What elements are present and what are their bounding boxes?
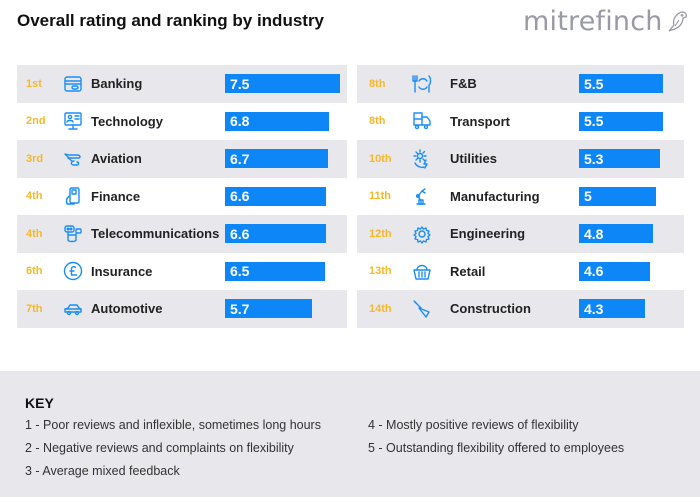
credit-card-icon	[62, 73, 84, 95]
rating-bar: 6.7	[225, 149, 328, 169]
ranking-row: 11th Manufacturing 5	[357, 178, 684, 216]
ranking-panel-right: 8th F&B 5.5 8th Transport 5.5 10th Utilities 5.3…	[357, 65, 684, 328]
rating-bar: 5.5	[579, 111, 663, 131]
rank-label: 6th	[26, 265, 43, 278]
bar-value-label: 5	[584, 188, 592, 205]
rank-label: 10th	[369, 152, 392, 165]
ranking-row: 7th Automotive 5.7	[17, 290, 347, 328]
cutlery-icon	[411, 73, 433, 95]
rank-label: 12th	[369, 227, 392, 240]
ranking-panel-left: 1st Banking 7.5 2nd Technology 6.8 3rd Aviation…	[17, 65, 347, 328]
bar-value-label: 4.8	[584, 225, 604, 242]
mobile-payment-icon	[62, 185, 84, 207]
rank-label: 11th	[369, 190, 392, 203]
ranking-row: 6th Insurance 6.5	[17, 253, 347, 291]
rating-bar: 4.8	[579, 224, 653, 244]
industry-name: Transport	[450, 113, 510, 129]
rating-bar: 6.6	[225, 186, 326, 206]
ranking-row: 14th Construction 4.3	[357, 290, 684, 328]
rating-bar: 7.5	[225, 74, 340, 94]
rating-bar: 4.6	[579, 261, 650, 281]
ranking-row: 12th Engineering 4.8	[357, 215, 684, 253]
key-legend: KEY 1 - Poor reviews and inflexible, som…	[0, 371, 700, 497]
gear-icon	[411, 223, 433, 245]
bar-value-label: 5.5	[584, 75, 604, 92]
bar-value-label: 6.8	[230, 113, 250, 130]
robot-arm-icon	[411, 185, 433, 207]
ranking-row: 13th Retail 4.6	[357, 253, 684, 291]
rating-bar: 5.3	[579, 149, 660, 169]
sun-bolt-icon	[411, 148, 433, 170]
bar-value-label: 5.3	[584, 150, 604, 167]
bar-value-label: 5.5	[584, 113, 604, 130]
key-item: 2 - Negative reviews and complaints on f…	[25, 441, 294, 455]
key-title: KEY	[25, 395, 54, 411]
industry-name: Construction	[450, 301, 531, 317]
key-item: 4 - Mostly positive reviews of flexibili…	[368, 418, 579, 432]
bar-value-label: 6.6	[230, 225, 250, 242]
industry-name: Insurance	[91, 263, 153, 279]
logo-text: mitrefinch	[523, 6, 663, 37]
industry-name: Utilities	[450, 151, 497, 167]
car-icon	[62, 298, 84, 320]
bar-value-label: 6.7	[230, 150, 250, 167]
rating-bar: 5	[579, 186, 656, 206]
rank-label: 1st	[26, 77, 42, 90]
industry-name: Finance	[91, 188, 141, 204]
rank-label: 8th	[369, 115, 386, 128]
key-item: 5 - Outstanding flexibility offered to e…	[368, 441, 625, 455]
industry-name: Automotive	[91, 301, 163, 317]
rating-bar: 6.6	[225, 224, 326, 244]
truck-icon	[411, 110, 433, 132]
rank-label: 2nd	[26, 115, 46, 128]
rank-label: 4th	[26, 190, 43, 203]
ranking-row: 10th Utilities 5.3	[357, 140, 684, 178]
rank-label: 14th	[369, 302, 392, 315]
chat-phone-icon	[62, 223, 84, 245]
industry-name: Telecommunications	[91, 226, 220, 242]
rating-bar: 5.7	[225, 299, 312, 319]
bar-value-label: 6.5	[230, 263, 250, 280]
industry-name: F&B	[450, 76, 477, 92]
ranking-row: 3rd Aviation 6.7	[17, 140, 347, 178]
pound-coin-icon	[62, 260, 84, 282]
rank-label: 13th	[369, 265, 392, 278]
rating-bar: 5.5	[579, 74, 663, 94]
industry-name: Technology	[91, 113, 163, 129]
computer-users-icon	[62, 110, 84, 132]
bar-value-label: 4.6	[584, 263, 604, 280]
industry-name: Manufacturing	[450, 188, 540, 204]
brand-logo: mitrefinch	[523, 6, 689, 37]
ranking-row: 4th Telecommunications 6.6	[17, 215, 347, 253]
bar-value-label: 4.3	[584, 300, 604, 317]
rating-bar: 4.3	[579, 299, 645, 319]
chart-title: Overall rating and ranking by industry	[17, 11, 325, 30]
key-item: 3 - Average mixed feedback	[25, 464, 180, 478]
ranking-row: 8th F&B 5.5	[357, 65, 684, 103]
bar-value-label: 6.6	[230, 188, 250, 205]
finch-bird-icon	[668, 10, 687, 32]
basket-icon	[411, 260, 433, 282]
ranking-row: 8th Transport 5.5	[357, 103, 684, 141]
rank-label: 4th	[26, 227, 43, 240]
industry-name: Retail	[450, 263, 486, 279]
rank-label: 8th	[369, 77, 386, 90]
rank-label: 7th	[26, 302, 43, 315]
industry-name: Engineering	[450, 226, 526, 242]
airplane-icon	[62, 148, 84, 170]
rating-bar: 6.5	[225, 261, 325, 281]
ranking-row: 2nd Technology 6.8	[17, 103, 347, 141]
rank-label: 3rd	[26, 152, 44, 165]
bar-value-label: 7.5	[230, 75, 250, 92]
industry-name: Aviation	[91, 151, 142, 167]
industry-name: Banking	[91, 76, 143, 92]
bar-value-label: 5.7	[230, 300, 250, 317]
key-item: 1 - Poor reviews and inflexible, sometim…	[25, 418, 321, 432]
ranking-row: 4th Finance 6.6	[17, 178, 347, 216]
trowel-icon	[411, 298, 433, 320]
rating-bar: 6.8	[225, 111, 329, 131]
ranking-row: 1st Banking 7.5	[17, 65, 347, 103]
